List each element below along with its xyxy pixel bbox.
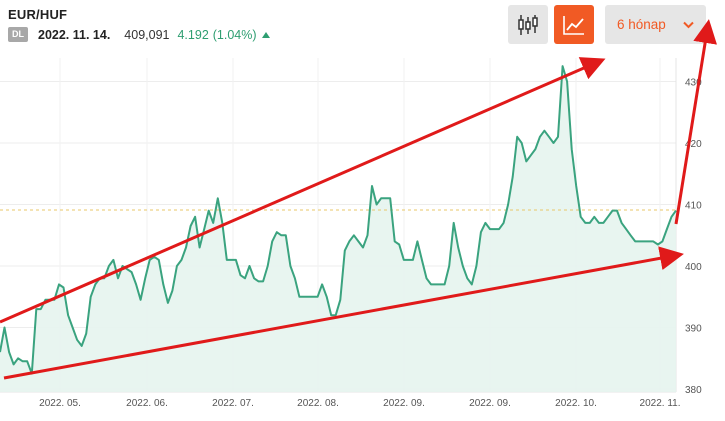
quote-info-row: DL 2022. 11. 14. 409,091 4.192 (1.04%) xyxy=(8,27,270,42)
price-change: 4.192 xyxy=(177,27,209,42)
quote-header: EUR/HUF DL 2022. 11. 14. 409,091 4.192 (… xyxy=(0,0,725,58)
y-tick-label: 410 xyxy=(685,201,702,212)
up-arrow-icon xyxy=(261,31,270,38)
candlestick-chart-icon xyxy=(518,14,538,35)
y-tick-label: 430 xyxy=(685,78,702,89)
x-tick-label: 2022. 11. xyxy=(640,398,681,409)
x-tick-label: 2022. 09. xyxy=(469,398,511,409)
y-tick-label: 390 xyxy=(685,324,702,335)
y-tick-label: 380 xyxy=(685,385,702,396)
lower-trend-arrow xyxy=(3,246,684,380)
x-tick-label: 2022. 05. xyxy=(39,398,81,409)
x-tick-label: 2022. 07. xyxy=(212,398,254,409)
range-select[interactable]: 6 hónap xyxy=(605,5,706,44)
price-area-fill xyxy=(0,66,676,392)
candlestick-view-button[interactable] xyxy=(508,5,548,44)
range-select-label: 6 hónap xyxy=(617,17,666,32)
price-line xyxy=(0,65,677,375)
x-axis-labels: 2022. 05. 2022. 06. 2022. 07. 2022. 08. 2022… xyxy=(39,398,680,409)
chevron-down-icon xyxy=(683,21,694,28)
x-tick-label: 2022. 10. xyxy=(555,398,597,409)
trend-annotations xyxy=(0,19,717,380)
ticker-symbol: EUR/HUF xyxy=(8,7,68,22)
y-tick-label: 400 xyxy=(685,262,702,273)
quote-date: 2022. 11. 14. xyxy=(38,27,111,42)
upper-trend-arrow xyxy=(0,57,606,324)
x-tick-label: 2022. 08. xyxy=(297,398,339,409)
line-view-button[interactable] xyxy=(554,5,594,44)
y-tick-label: 420 xyxy=(685,139,702,150)
x-tick-label: 2022. 06. xyxy=(126,398,168,409)
line-chart-icon xyxy=(563,15,584,35)
quote-price: 409,091 xyxy=(124,27,170,42)
delayed-badge: DL xyxy=(8,27,28,42)
price-change-percent: (1.04%) xyxy=(212,27,257,42)
breakout-arrow xyxy=(674,19,717,225)
y-axis-labels: 380 390 400 410 420 430 xyxy=(685,78,702,397)
x-tick-label: 2022. 09. xyxy=(383,398,425,409)
